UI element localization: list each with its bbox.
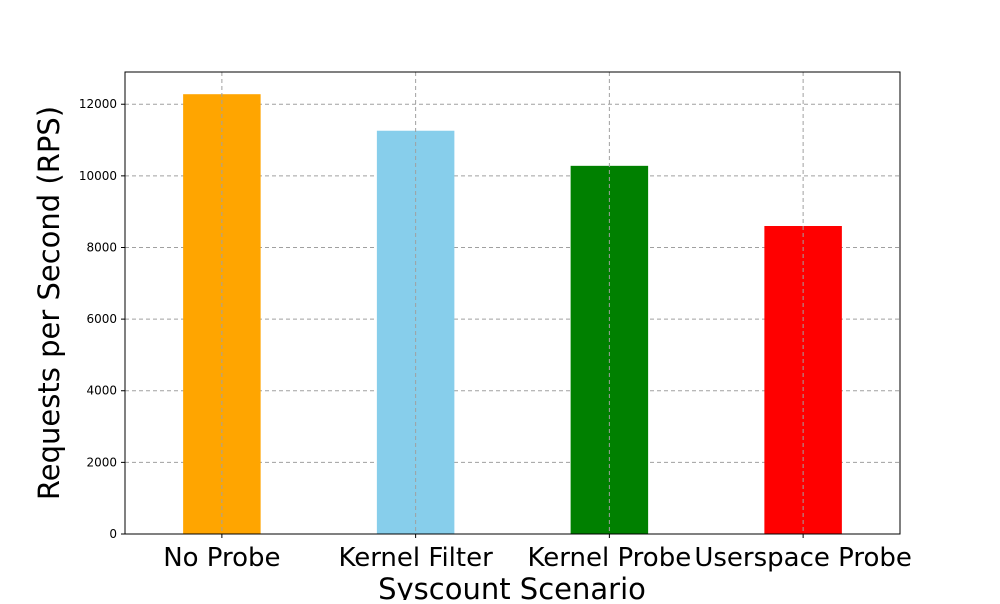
bar-no-probe — [183, 94, 261, 534]
x-tick-label: Userspace Probe — [694, 543, 912, 573]
y-tick-label: 12000 — [79, 97, 117, 111]
y-axis-label: Requests per Second (RPS) — [32, 106, 66, 500]
x-axis-ticks: No Probe Kernel Filter Kernel Probe Userspa… — [163, 534, 912, 573]
plot-frame — [124, 71, 901, 535]
y-axis-ticks: 0 2000 4000 6000 8000 10000 12000 — [79, 97, 125, 541]
vertical-grid-lines — [221, 72, 804, 534]
x-tick-label: Kernel Probe — [528, 543, 692, 573]
y-tick-label: 0 — [109, 527, 117, 541]
x-tick-label: Kernel Filter — [338, 543, 493, 573]
bars — [183, 94, 842, 535]
y-tick-label: 8000 — [86, 240, 117, 254]
y-tick-label: 2000 — [86, 455, 117, 469]
y-tick-label: 6000 — [86, 312, 117, 326]
y-tick-label: 10000 — [79, 169, 117, 183]
y-tick-label: 4000 — [86, 384, 117, 398]
x-axis-label: Syscount Scenario — [378, 572, 646, 600]
x-tick-label: No Probe — [163, 543, 280, 573]
